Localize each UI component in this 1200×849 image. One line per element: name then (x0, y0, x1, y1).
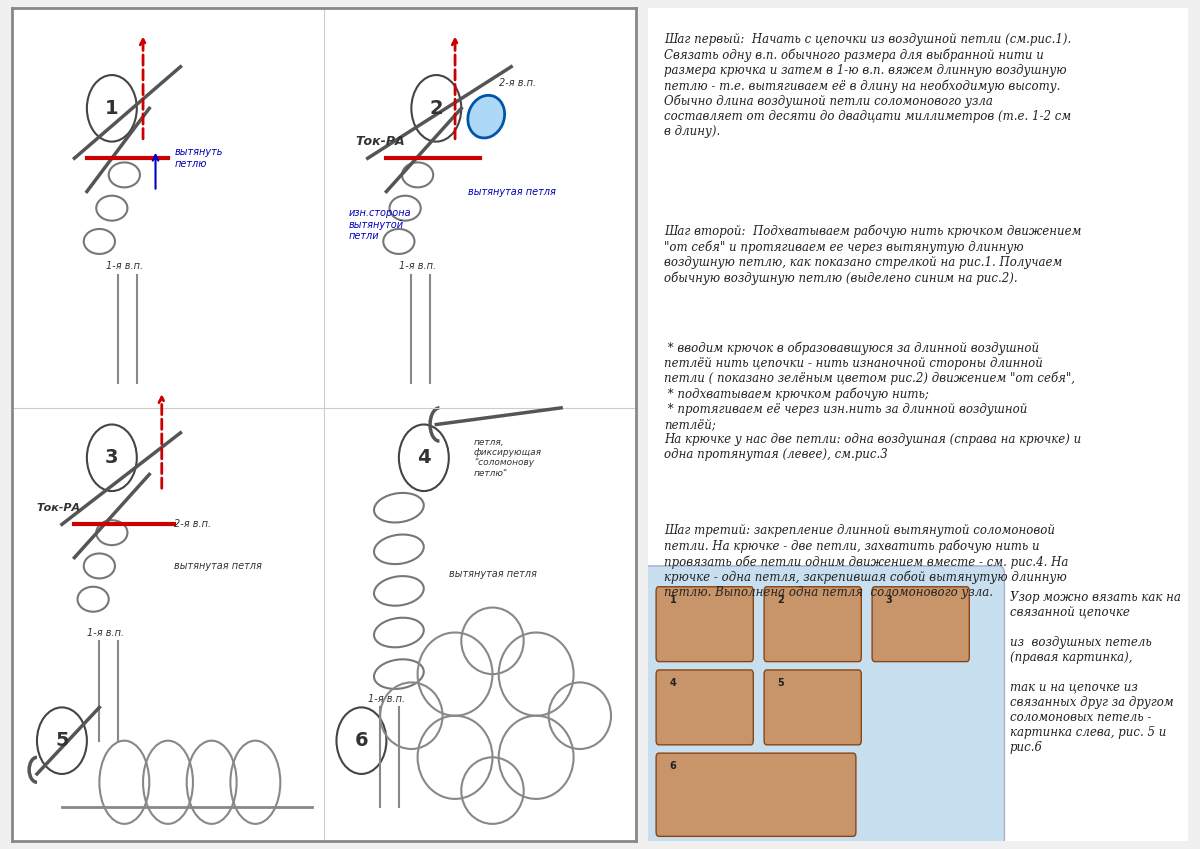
Text: вытянутая петля: вытянутая петля (174, 561, 262, 571)
Text: 2: 2 (778, 595, 785, 605)
Text: 2-я в.п.: 2-я в.п. (499, 78, 536, 88)
Text: 1: 1 (670, 595, 677, 605)
Text: 3: 3 (106, 448, 119, 467)
Text: Ток-РА: Ток-РА (355, 135, 404, 148)
Text: Шаг второй:  Подхватываем рабочую нить крючком движением
"от себя" и протягиваем: Шаг второй: Подхватываем рабочую нить кр… (665, 225, 1081, 284)
Text: 6: 6 (355, 731, 368, 751)
Text: 5: 5 (55, 731, 68, 751)
Text: 1-я в.п.: 1-я в.п. (400, 261, 436, 272)
Text: петля,
фиксирующая
"соломонову
петлю": петля, фиксирующая "соломонову петлю" (474, 438, 541, 478)
Ellipse shape (468, 95, 505, 138)
FancyBboxPatch shape (656, 753, 856, 836)
FancyBboxPatch shape (764, 587, 862, 661)
FancyBboxPatch shape (643, 566, 1004, 849)
Text: вытянутая петля: вытянутая петля (468, 187, 556, 196)
Text: Узор можно вязать как на
связанной цепочке

из  воздушных петель
(правая картинк: Узор можно вязать как на связанной цепоч… (1010, 591, 1181, 754)
Text: 6: 6 (670, 762, 677, 772)
Text: вытянутая петля: вытянутая петля (449, 570, 536, 579)
FancyBboxPatch shape (656, 587, 754, 661)
Text: 3: 3 (886, 595, 893, 605)
Text: 1-я в.п.: 1-я в.п. (88, 627, 124, 638)
Text: 2-я в.п.: 2-я в.п. (174, 520, 211, 529)
Text: 4: 4 (670, 678, 677, 689)
Text: 2: 2 (430, 98, 443, 118)
FancyBboxPatch shape (872, 587, 970, 661)
Text: 4: 4 (418, 448, 431, 467)
Text: 1: 1 (106, 98, 119, 118)
FancyBboxPatch shape (656, 670, 754, 745)
Text: 5: 5 (778, 678, 785, 689)
FancyBboxPatch shape (764, 670, 862, 745)
Text: * вводим крючок в образовавшуюся за длинной воздушной
петлёй нить цепочки - нить: * вводим крючок в образовавшуюся за длин… (665, 341, 1081, 461)
Text: 1-я в.п.: 1-я в.п. (106, 261, 143, 272)
Text: Шаг третий: закрепление длинной вытянутой соломоновой
петли. На крючке - две пет: Шаг третий: закрепление длинной вытянуто… (665, 525, 1068, 599)
Text: Шаг первый:  Начать с цепочки из воздушной петли (см.рис.1).
Связать одну в.п. о: Шаг первый: Начать с цепочки из воздушно… (665, 33, 1072, 138)
Text: вытянуть
петлю: вытянуть петлю (174, 148, 223, 169)
Text: изн.сторона
вытянутой
петли: изн.сторона вытянутой петли (349, 208, 412, 241)
Text: 1-я в.п.: 1-я в.п. (368, 694, 404, 704)
Text: Ток-РА: Ток-РА (37, 503, 82, 513)
